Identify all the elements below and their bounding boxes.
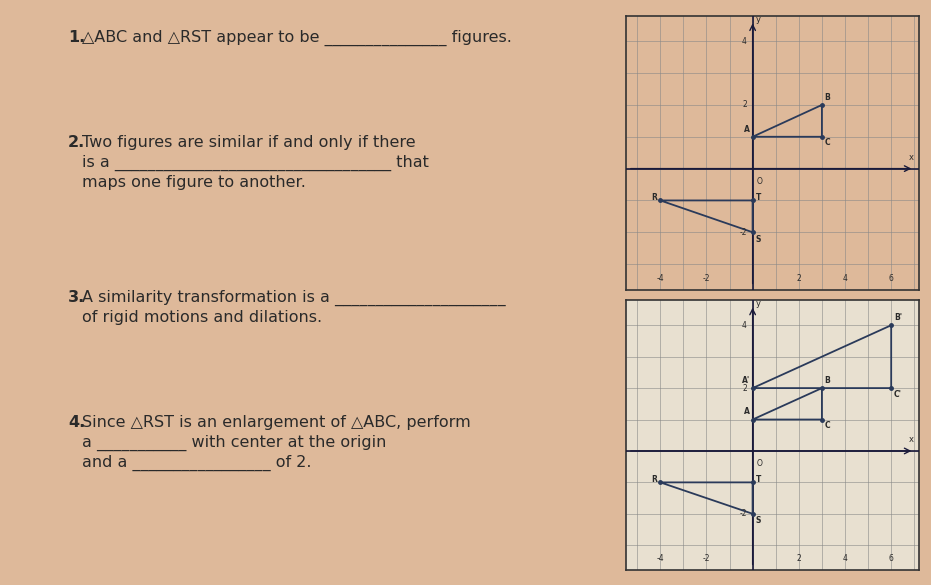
Text: T: T	[755, 194, 761, 202]
Text: △ABC and △RST appear to be _______________ figures.: △ABC and △RST appear to be _____________…	[82, 30, 512, 46]
Text: A similarity transformation is a _____________________: A similarity transformation is a _______…	[82, 290, 506, 306]
Text: is a __________________________________ that: is a __________________________________ …	[82, 155, 429, 171]
Text: of rigid motions and dilations.: of rigid motions and dilations.	[82, 310, 322, 325]
Text: 2.: 2.	[68, 135, 86, 150]
Text: a ___________ with center at the origin: a ___________ with center at the origin	[82, 435, 386, 451]
Text: 6: 6	[889, 274, 894, 283]
Text: R: R	[651, 476, 656, 484]
Text: B': B'	[894, 313, 902, 322]
Text: maps one figure to another.: maps one figure to another.	[82, 175, 306, 190]
Text: y: y	[756, 300, 761, 308]
Text: 4: 4	[843, 555, 847, 563]
Text: S: S	[755, 517, 761, 525]
Text: -2: -2	[703, 555, 710, 563]
Text: 2: 2	[796, 555, 802, 563]
Text: y: y	[756, 15, 761, 24]
Text: 4: 4	[843, 274, 847, 283]
Text: x: x	[909, 153, 913, 161]
Text: -4: -4	[656, 555, 664, 563]
Text: B: B	[825, 376, 830, 385]
Text: 2: 2	[742, 384, 747, 393]
Text: C: C	[825, 421, 830, 430]
Text: 3.: 3.	[68, 290, 86, 305]
Text: T: T	[755, 476, 761, 484]
Text: O: O	[757, 177, 762, 185]
Text: R: R	[651, 194, 656, 202]
Text: Two figures are similar if and only if there: Two figures are similar if and only if t…	[82, 135, 415, 150]
Text: C': C'	[894, 390, 902, 398]
Text: O: O	[757, 459, 762, 468]
Text: x: x	[909, 435, 913, 444]
Text: S: S	[755, 235, 761, 244]
Text: C: C	[825, 139, 830, 147]
Text: Since △RST is an enlargement of △ABC, perform: Since △RST is an enlargement of △ABC, pe…	[82, 415, 471, 430]
Text: 4: 4	[742, 37, 747, 46]
Text: -4: -4	[656, 274, 664, 283]
Text: -2: -2	[739, 510, 747, 518]
Text: -2: -2	[739, 228, 747, 237]
Text: A: A	[744, 407, 749, 417]
Text: 6: 6	[889, 555, 894, 563]
Text: 2: 2	[796, 274, 802, 283]
Text: 4: 4	[742, 321, 747, 330]
Text: and a _________________ of 2.: and a _________________ of 2.	[82, 455, 312, 471]
Text: 1.: 1.	[68, 30, 86, 45]
Text: 2: 2	[742, 101, 747, 109]
Text: A: A	[744, 125, 749, 133]
Text: -2: -2	[703, 274, 710, 283]
Text: B: B	[825, 93, 830, 102]
Text: A': A'	[742, 376, 749, 385]
Text: 4.: 4.	[68, 415, 86, 430]
